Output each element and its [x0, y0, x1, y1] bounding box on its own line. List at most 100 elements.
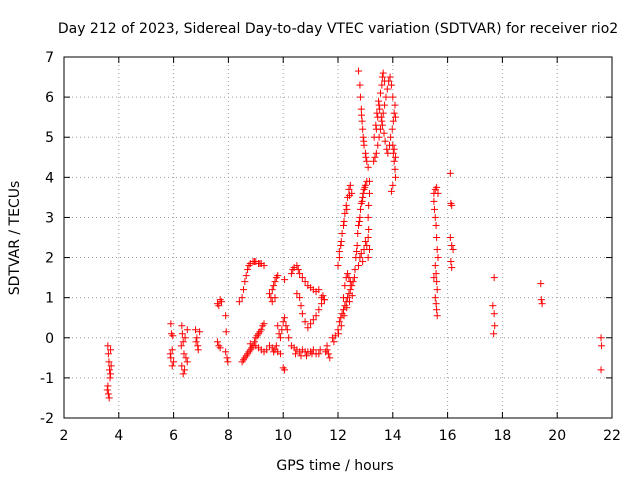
data-point	[345, 185, 353, 193]
data-point	[446, 234, 454, 241]
data-point	[381, 77, 389, 85]
y-axis: -2 -1 0 1 2 3 4 5 6 7	[40, 50, 612, 427]
data-point	[490, 310, 498, 318]
data-point	[270, 282, 278, 290]
data-point	[282, 322, 290, 330]
data-point	[538, 300, 546, 308]
data-point	[318, 300, 326, 308]
data-point	[343, 205, 351, 213]
data-point	[178, 330, 186, 338]
data-point	[389, 141, 397, 149]
data-point	[379, 109, 387, 117]
data-point	[350, 274, 358, 282]
data-point	[391, 165, 399, 173]
data-point	[301, 318, 309, 326]
data-point	[271, 278, 279, 286]
data-point	[387, 81, 395, 89]
data-point	[432, 300, 440, 308]
data-point	[375, 101, 383, 109]
data-point	[268, 286, 276, 294]
data-point	[374, 113, 382, 121]
data-point	[372, 121, 380, 129]
data-point	[390, 157, 398, 165]
data-point	[293, 290, 301, 298]
data-point	[387, 187, 395, 195]
data-point	[430, 197, 438, 205]
data-point	[107, 362, 115, 370]
y-tick-label: 5	[45, 130, 54, 146]
y-tick-label: 0	[45, 331, 54, 347]
data-point	[374, 141, 382, 149]
data-point	[283, 326, 291, 334]
data-point	[298, 310, 306, 318]
data-point	[433, 306, 441, 314]
data-point	[296, 294, 304, 302]
x-tick-label: 8	[224, 428, 233, 444]
data-point	[194, 342, 202, 350]
data-point	[242, 352, 250, 360]
data-point	[315, 286, 323, 294]
data-point	[361, 238, 369, 246]
data-point	[215, 302, 223, 310]
data-point	[356, 93, 364, 101]
data-point	[355, 262, 363, 270]
data-point	[245, 348, 253, 356]
data-point	[353, 248, 361, 256]
data-point	[433, 246, 441, 254]
data-point	[193, 334, 201, 342]
data-point	[355, 221, 363, 229]
data-point	[319, 292, 327, 300]
data-point	[181, 334, 189, 342]
data-point	[342, 201, 350, 209]
data-point	[104, 350, 112, 358]
data-point	[389, 181, 397, 189]
data-point	[192, 326, 200, 334]
data-point	[392, 113, 400, 121]
data-point	[259, 322, 267, 330]
data-point	[432, 221, 440, 229]
data-point	[361, 149, 369, 157]
data-point	[323, 342, 331, 350]
data-point	[359, 189, 367, 197]
x-tick-label: 14	[384, 428, 402, 444]
y-tick-label: 7	[45, 50, 54, 66]
data-point	[431, 294, 439, 302]
data-points	[103, 67, 606, 402]
data-point	[337, 238, 345, 246]
data-point	[256, 328, 264, 336]
data-point	[359, 125, 367, 133]
data-point	[287, 270, 295, 278]
data-point	[107, 370, 115, 378]
data-point	[180, 350, 188, 358]
data-point	[375, 97, 383, 105]
data-point	[356, 254, 364, 262]
data-point	[537, 280, 545, 288]
data-point	[433, 312, 441, 320]
data-point	[263, 346, 271, 354]
x-tick-label: 6	[169, 428, 178, 444]
data-point	[104, 342, 112, 350]
data-point	[182, 354, 190, 362]
data-point	[357, 105, 365, 113]
data-point	[346, 298, 354, 306]
data-point	[315, 350, 323, 358]
data-point	[340, 217, 348, 225]
data-point	[365, 225, 373, 233]
x-axis: 2 4 6 8 10 12 14 16 18 20 22	[60, 57, 621, 444]
data-point	[359, 258, 367, 266]
data-point	[238, 294, 246, 302]
data-point	[373, 109, 381, 117]
data-point	[433, 183, 441, 191]
data-point	[371, 153, 379, 161]
data-point	[378, 81, 386, 89]
x-tick-label: 10	[274, 428, 292, 444]
data-point	[392, 153, 400, 161]
data-point	[296, 270, 304, 278]
data-point	[380, 129, 388, 137]
data-point	[355, 217, 363, 225]
data-point	[335, 318, 343, 326]
data-point	[222, 312, 230, 320]
data-point	[360, 137, 368, 145]
data-point	[260, 262, 268, 270]
